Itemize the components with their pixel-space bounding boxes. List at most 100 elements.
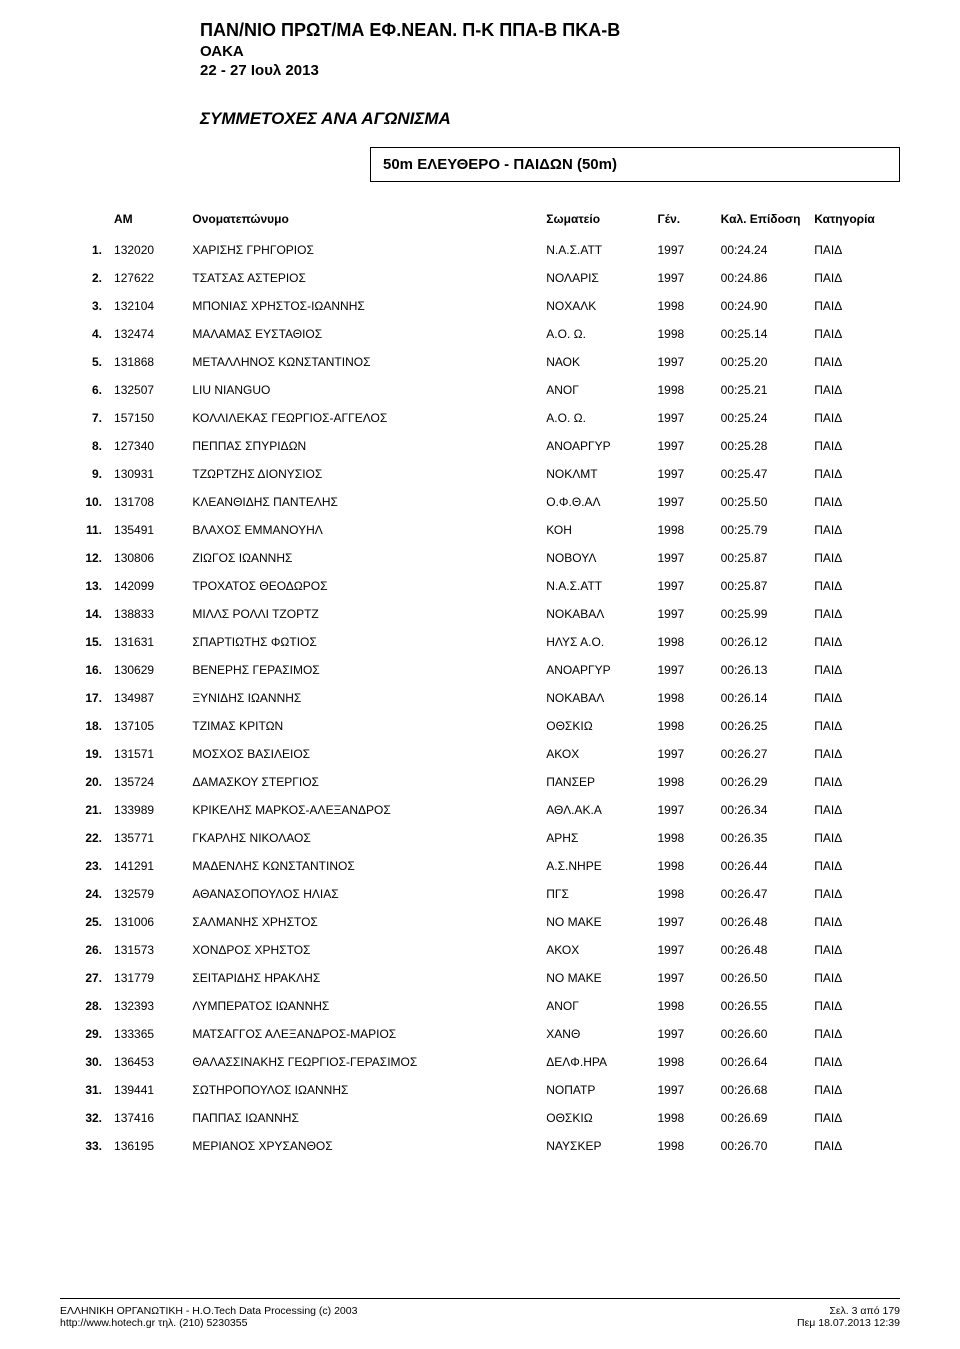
cell-am: 142099 xyxy=(108,572,186,600)
cell-name: ΖΙΩΓΟΣ ΙΩΑΝΝΗΣ xyxy=(186,544,540,572)
cell-name: ΚΛΕΑΝΘΙΔΗΣ ΠΑΝΤΕΛΗΣ xyxy=(186,488,540,516)
cell-club: ΑΝΟΑΡΓΥΡ xyxy=(540,432,651,460)
cell-name: ΠΑΠΠΑΣ ΙΩΑΝΝΗΣ xyxy=(186,1104,540,1132)
cell-name: ΓΚΑΡΛΗΣ ΝΙΚΟΛΑΟΣ xyxy=(186,824,540,852)
cell-time: 00:26.69 xyxy=(715,1104,809,1132)
cell-am: 136195 xyxy=(108,1132,186,1160)
cell-rank: 24. xyxy=(60,880,108,908)
cell-club: ΑΚΟΧ xyxy=(540,740,651,768)
cell-time: 00:26.34 xyxy=(715,796,809,824)
cell-club: ΠΓΣ xyxy=(540,880,651,908)
cell-year: 1998 xyxy=(651,1048,714,1076)
col-name: Ονοματεπώνυμο xyxy=(186,208,540,236)
cell-rank: 9. xyxy=(60,460,108,488)
cell-am: 132393 xyxy=(108,992,186,1020)
cell-cat: ΠΑΙΔ xyxy=(808,1132,900,1160)
table-row: 15.131631ΣΠΑΡΤΙΩΤΗΣ ΦΩΤΙΟΣΗΛΥΣ Α.Ο.19980… xyxy=(60,628,900,656)
cell-rank: 8. xyxy=(60,432,108,460)
cell-rank: 28. xyxy=(60,992,108,1020)
cell-club: Α.Ο. Ω. xyxy=(540,404,651,432)
cell-time: 00:24.24 xyxy=(715,236,809,264)
cell-year: 1997 xyxy=(651,264,714,292)
cell-year: 1997 xyxy=(651,544,714,572)
cell-name: ΤΖΩΡΤΖΗΣ ΔΙΟΝΥΣΙΟΣ xyxy=(186,460,540,488)
cell-am: 131573 xyxy=(108,936,186,964)
cell-name: ΜΕΡΙΑΝΟΣ ΧΡΥΣΑΝΘΟΣ xyxy=(186,1132,540,1160)
cell-club: ΔΕΛΦ.ΗΡΑ xyxy=(540,1048,651,1076)
table-row: 11.135491ΒΛΑΧΟΣ ΕΜΜΑΝΟΥΗΛΚΟΗ199800:25.79… xyxy=(60,516,900,544)
cell-cat: ΠΑΙΔ xyxy=(808,852,900,880)
cell-name: ΧΟΝΔΡΟΣ ΧΡΗΣΤΟΣ xyxy=(186,936,540,964)
cell-club: ΠΑΝΣΕΡ xyxy=(540,768,651,796)
cell-rank: 11. xyxy=(60,516,108,544)
cell-name: ΞΥΝΙΔΗΣ ΙΩΑΝΝΗΣ xyxy=(186,684,540,712)
cell-cat: ΠΑΙΔ xyxy=(808,376,900,404)
cell-name: ΣΕΙΤΑΡΙΔΗΣ ΗΡΑΚΛΗΣ xyxy=(186,964,540,992)
cell-name: ΧΑΡΙΣΗΣ ΓΡΗΓΟΡΙΟΣ xyxy=(186,236,540,264)
footer-contact: http://www.hotech.gr τηλ. (210) 5230355 xyxy=(60,1317,357,1329)
cell-year: 1997 xyxy=(651,572,714,600)
cell-club: ΝΟ ΜΑΚΕ xyxy=(540,908,651,936)
section-title: ΣΥΜΜΕΤΟΧΕΣ ΑΝΑ ΑΓΩΝΙΣΜΑ xyxy=(200,109,900,129)
cell-club: Α.Σ.ΝΗΡΕ xyxy=(540,852,651,880)
cell-cat: ΠΑΙΔ xyxy=(808,880,900,908)
cell-club: Ο.Φ.Θ.ΑΛ xyxy=(540,488,651,516)
cell-rank: 26. xyxy=(60,936,108,964)
cell-club: ΚΟΗ xyxy=(540,516,651,544)
cell-rank: 25. xyxy=(60,908,108,936)
cell-club: Ν.Α.Σ.ΑΤΤ xyxy=(540,236,651,264)
cell-am: 130629 xyxy=(108,656,186,684)
cell-am: 135491 xyxy=(108,516,186,544)
cell-rank: 30. xyxy=(60,1048,108,1076)
cell-year: 1997 xyxy=(651,488,714,516)
cell-year: 1998 xyxy=(651,516,714,544)
cell-cat: ΠΑΙΔ xyxy=(808,768,900,796)
meet-title: ΠΑΝ/ΝΙΟ ΠΡΩΤ/ΜΑ ΕΦ.ΝΕΑΝ. Π-Κ ΠΠΑ-Β ΠΚΑ-Β xyxy=(200,20,900,41)
cell-rank: 7. xyxy=(60,404,108,432)
cell-name: ΜΑΛΑΜΑΣ ΕΥΣΤΑΘΙΟΣ xyxy=(186,320,540,348)
col-time: Καλ. Επίδοση xyxy=(715,208,809,236)
footer-datetime: Πεμ 18.07.2013 12:39 xyxy=(797,1317,900,1329)
cell-year: 1998 xyxy=(651,768,714,796)
table-row: 8.127340ΠΕΠΠΑΣ ΣΠΥΡΙΔΩΝΑΝΟΑΡΓΥΡ199700:25… xyxy=(60,432,900,460)
cell-rank: 6. xyxy=(60,376,108,404)
cell-name: ΚΟΛΛΙΛΕΚΑΣ ΓΕΩΡΓΙΟΣ-ΑΓΓΕΛΟΣ xyxy=(186,404,540,432)
page-container: ΠΑΝ/ΝΙΟ ΠΡΩΤ/ΜΑ ΕΦ.ΝΕΑΝ. Π-Κ ΠΠΑ-Β ΠΚΑ-Β… xyxy=(0,0,960,1349)
cell-name: LIU NIANGUO xyxy=(186,376,540,404)
cell-am: 137416 xyxy=(108,1104,186,1132)
cell-name: ΚΡΙΚΕΛΗΣ ΜΑΡΚΟΣ-ΑΛΕΞΑΝΔΡΟΣ xyxy=(186,796,540,824)
cell-time: 00:25.24 xyxy=(715,404,809,432)
cell-time: 00:26.14 xyxy=(715,684,809,712)
cell-cat: ΠΑΙΔ xyxy=(808,908,900,936)
cell-year: 1998 xyxy=(651,320,714,348)
cell-time: 00:25.21 xyxy=(715,376,809,404)
cell-rank: 4. xyxy=(60,320,108,348)
cell-am: 127622 xyxy=(108,264,186,292)
table-row: 9.130931ΤΖΩΡΤΖΗΣ ΔΙΟΝΥΣΙΟΣΝΟΚΛΜΤ199700:2… xyxy=(60,460,900,488)
cell-time: 00:25.14 xyxy=(715,320,809,348)
cell-cat: ΠΑΙΔ xyxy=(808,348,900,376)
cell-year: 1998 xyxy=(651,628,714,656)
cell-year: 1997 xyxy=(651,348,714,376)
cell-rank: 27. xyxy=(60,964,108,992)
cell-cat: ΠΑΙΔ xyxy=(808,992,900,1020)
cell-year: 1998 xyxy=(651,292,714,320)
cell-name: ΜΠΟΝΙΑΣ ΧΡΗΣΤΟΣ-ΙΩΑΝΝΗΣ xyxy=(186,292,540,320)
cell-name: ΜΙΛΛΣ ΡΟΛΛΙ ΤΖΟΡΤΖ xyxy=(186,600,540,628)
cell-am: 131868 xyxy=(108,348,186,376)
cell-name: ΣΑΛΜΑΝΗΣ ΧΡΗΣΤΟΣ xyxy=(186,908,540,936)
cell-club: ΑΡΗΣ xyxy=(540,824,651,852)
cell-time: 00:26.55 xyxy=(715,992,809,1020)
table-row: 31.139441ΣΩΤΗΡΟΠΟΥΛΟΣ ΙΩΑΝΝΗΣΝΟΠΑΤΡ19970… xyxy=(60,1076,900,1104)
cell-cat: ΠΑΙΔ xyxy=(808,712,900,740)
table-row: 14.138833ΜΙΛΛΣ ΡΟΛΛΙ ΤΖΟΡΤΖΝΟΚΑΒΑΛ199700… xyxy=(60,600,900,628)
cell-cat: ΠΑΙΔ xyxy=(808,824,900,852)
cell-name: ΤΣΑΤΣΑΣ ΑΣΤΕΡΙΟΣ xyxy=(186,264,540,292)
header-block: ΠΑΝ/ΝΙΟ ΠΡΩΤ/ΜΑ ΕΦ.ΝΕΑΝ. Π-Κ ΠΠΑ-Β ΠΚΑ-Β… xyxy=(200,20,900,79)
cell-time: 00:26.48 xyxy=(715,936,809,964)
cell-rank: 19. xyxy=(60,740,108,768)
cell-rank: 22. xyxy=(60,824,108,852)
cell-year: 1997 xyxy=(651,1076,714,1104)
table-row: 28.132393ΛΥΜΠΕΡΑΤΟΣ ΙΩΑΝΝΗΣΑΝΟΓ199800:26… xyxy=(60,992,900,1020)
cell-am: 131571 xyxy=(108,740,186,768)
